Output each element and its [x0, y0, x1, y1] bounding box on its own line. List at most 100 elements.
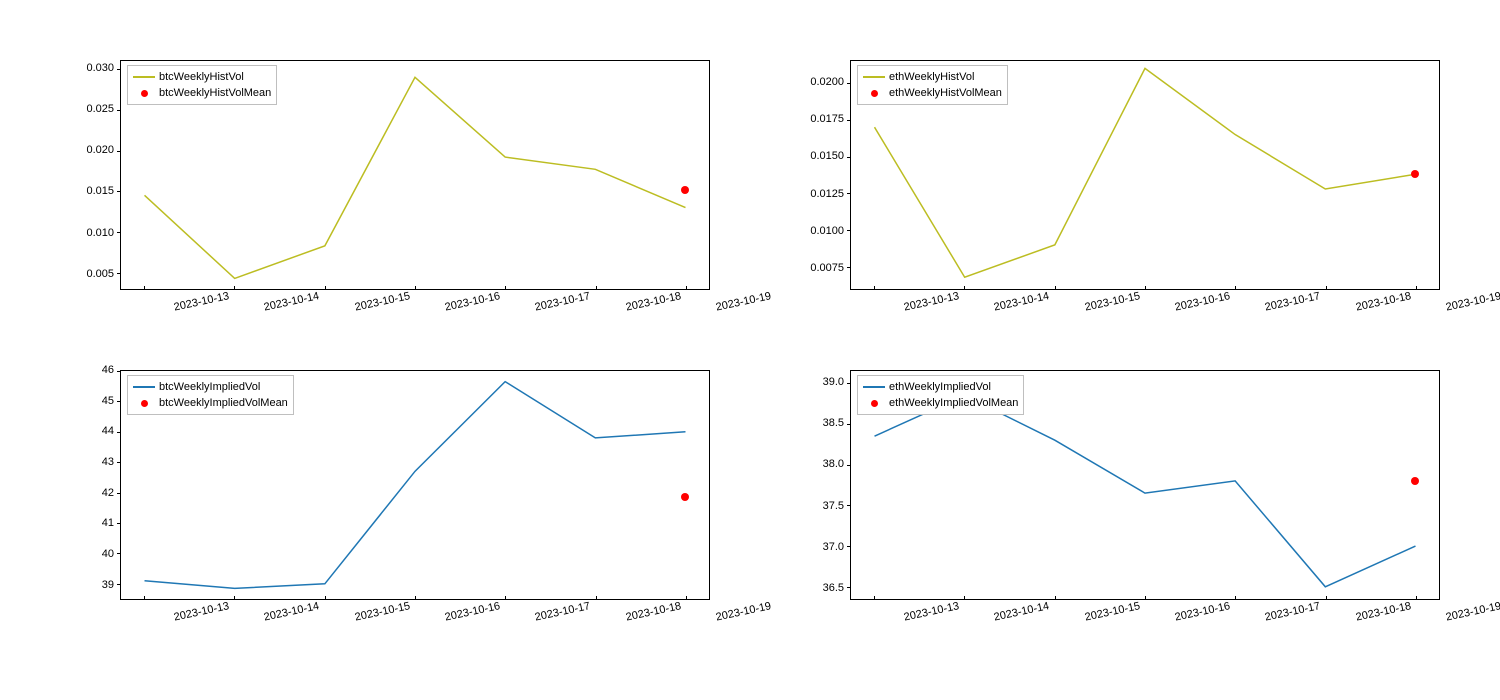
y-tick-label: 0.025 — [86, 103, 114, 115]
y-tick-label: 0.0200 — [810, 76, 844, 88]
y-tick-label: 38.5 — [823, 417, 844, 429]
x-axis-btc-hist: 2023-10-13 2023-10-14 2023-10-15 2023-10-16… — [120, 290, 710, 330]
y-tick-label: 0.005 — [86, 268, 114, 280]
legend-eth-hist: ethWeeklyHistVol ethWeeklyHistVolMean — [857, 65, 1008, 105]
x-tick-label: 2023-10-18 — [625, 290, 683, 313]
y-tick-label: 0.0125 — [810, 188, 844, 200]
y-tick-label: 38.0 — [823, 458, 844, 470]
legend-btc-implied: btcWeeklyImpliedVol btcWeeklyImpliedVolM… — [127, 375, 294, 415]
y-tick-label: 0.020 — [86, 144, 114, 156]
x-tick-label: 2023-10-17 — [1264, 290, 1322, 313]
y-tick-label: 45 — [102, 395, 114, 407]
y-tick-label: 42 — [102, 487, 114, 499]
legend-eth-implied: ethWeeklyImpliedVol ethWeeklyImpliedVolM… — [857, 375, 1024, 415]
x-tick-label: 2023-10-14 — [993, 600, 1051, 623]
x-tick-label: 2023-10-13 — [902, 600, 960, 623]
legend-line-swatch — [133, 76, 155, 78]
x-tick-label: 2023-10-16 — [1174, 600, 1232, 623]
y-tick-label: 39 — [102, 579, 114, 591]
legend-dot-swatch — [133, 400, 155, 407]
x-tick-label: 2023-10-13 — [902, 290, 960, 313]
x-tick-label: 2023-10-18 — [1355, 600, 1413, 623]
y-tick-label: 0.0075 — [810, 262, 844, 274]
mean-marker-btc-implied — [681, 493, 689, 501]
x-tick-label: 2023-10-17 — [534, 290, 592, 313]
legend-dot-swatch — [133, 90, 155, 97]
plot-area-eth-implied: ethWeeklyImpliedVol ethWeeklyImpliedVolM… — [850, 370, 1440, 600]
legend-line-swatch — [863, 386, 885, 388]
x-tick-label: 2023-10-14 — [263, 600, 321, 623]
x-tick-label: 2023-10-19 — [715, 600, 773, 623]
y-axis-eth-hist: 0.00750.01000.01250.01500.01750.0200 — [790, 60, 848, 290]
legend-row-mean: ethWeeklyImpliedVolMean — [863, 395, 1018, 411]
legend-line-label: btcWeeklyHistVol — [159, 71, 244, 83]
panel-eth-implied: 36.5 37.0 37.5 38.0 38.5 39.0 ethWeeklyImplie… — [790, 370, 1440, 640]
x-tick-label: 2023-10-15 — [353, 600, 411, 623]
y-tick-label: 43 — [102, 456, 114, 468]
legend-row-line: btcWeeklyHistVol — [133, 69, 271, 85]
x-tick-label: 2023-10-18 — [625, 600, 683, 623]
legend-row-mean: ethWeeklyHistVolMean — [863, 85, 1002, 101]
legend-line-label: btcWeeklyImpliedVol — [159, 381, 260, 393]
x-tick-label: 2023-10-17 — [1264, 600, 1322, 623]
x-tick-label: 2023-10-15 — [1083, 290, 1141, 313]
x-tick-label: 2023-10-19 — [1445, 600, 1500, 623]
panel-eth-hist: 0.00750.01000.01250.01500.01750.0200 eth… — [790, 60, 1440, 330]
y-tick-label: 0.015 — [86, 185, 114, 197]
legend-btc-hist: btcWeeklyHistVol btcWeeklyHistVolMean — [127, 65, 277, 105]
legend-line-swatch — [133, 386, 155, 388]
y-axis-btc-hist: 0.0050.0100.0150.0200.0250.030 — [60, 60, 118, 290]
x-axis-btc-implied: 2023-10-13 2023-10-14 2023-10-15 2023-10-16… — [120, 600, 710, 640]
x-tick-label: 2023-10-17 — [534, 600, 592, 623]
mean-marker-eth-hist — [1411, 170, 1419, 178]
x-tick-label: 2023-10-14 — [993, 290, 1051, 313]
y-axis-eth-implied: 36.5 37.0 37.5 38.0 38.5 39.0 — [790, 370, 848, 600]
legend-line-label: ethWeeklyImpliedVol — [889, 381, 991, 393]
legend-dot-swatch — [863, 400, 885, 407]
y-tick-label: 37.5 — [823, 500, 844, 512]
legend-row-line: btcWeeklyImpliedVol — [133, 379, 288, 395]
y-tick-label: 44 — [102, 425, 114, 437]
y-axis-btc-implied: 3940414243444546 — [60, 370, 118, 600]
y-tick-label: 0.010 — [86, 227, 114, 239]
mean-marker-btc-hist — [681, 186, 689, 194]
legend-dot-swatch — [863, 90, 885, 97]
x-axis-eth-implied: 2023-10-13 2023-10-14 2023-10-15 2023-10-16… — [850, 600, 1440, 640]
x-tick-label: 2023-10-13 — [172, 600, 230, 623]
plot-area-eth-hist: ethWeeklyHistVol ethWeeklyHistVolMean — [850, 60, 1440, 290]
y-tick-label: 36.5 — [823, 582, 844, 594]
x-tick-label: 2023-10-16 — [444, 290, 502, 313]
x-tick-label: 2023-10-19 — [1445, 290, 1500, 313]
y-tick-label: 37.0 — [823, 541, 844, 553]
legend-line-swatch — [863, 76, 885, 78]
x-tick-label: 2023-10-16 — [444, 600, 502, 623]
panel-btc-hist: 0.0050.0100.0150.0200.0250.030 btcWeekly… — [60, 60, 710, 330]
panel-btc-implied: 3940414243444546 btcWeeklyImpliedVol btc… — [60, 370, 710, 640]
legend-row-mean: btcWeeklyHistVolMean — [133, 85, 271, 101]
y-tick-label: 46 — [102, 364, 114, 376]
x-tick-label: 2023-10-18 — [1355, 290, 1413, 313]
x-tick-label: 2023-10-16 — [1174, 290, 1232, 313]
y-tick-label: 0.0150 — [810, 150, 844, 162]
legend-mean-label: ethWeeklyHistVolMean — [889, 87, 1002, 99]
x-tick-label: 2023-10-15 — [1083, 600, 1141, 623]
x-tick-label: 2023-10-15 — [353, 290, 411, 313]
x-tick-label: 2023-10-19 — [715, 290, 773, 313]
y-tick-label: 39.0 — [823, 376, 844, 388]
legend-mean-label: ethWeeklyImpliedVolMean — [889, 397, 1018, 409]
plot-area-btc-implied: btcWeeklyImpliedVol btcWeeklyImpliedVolM… — [120, 370, 710, 600]
legend-mean-label: btcWeeklyHistVolMean — [159, 87, 271, 99]
legend-row-line: ethWeeklyHistVol — [863, 69, 1002, 85]
plot-area-btc-hist: btcWeeklyHistVol btcWeeklyHistVolMean — [120, 60, 710, 290]
legend-line-label: ethWeeklyHistVol — [889, 71, 974, 83]
x-tick-label: 2023-10-13 — [172, 290, 230, 313]
y-tick-label: 0.0175 — [810, 113, 844, 125]
chart-grid: 0.0050.0100.0150.0200.0250.030 btcWeekly… — [0, 0, 1500, 700]
x-tick-label: 2023-10-14 — [263, 290, 321, 313]
legend-row-mean: btcWeeklyImpliedVolMean — [133, 395, 288, 411]
legend-mean-label: btcWeeklyImpliedVolMean — [159, 397, 288, 409]
y-tick-label: 40 — [102, 548, 114, 560]
y-tick-label: 41 — [102, 517, 114, 529]
mean-marker-eth-implied — [1411, 477, 1419, 485]
legend-row-line: ethWeeklyImpliedVol — [863, 379, 1018, 395]
